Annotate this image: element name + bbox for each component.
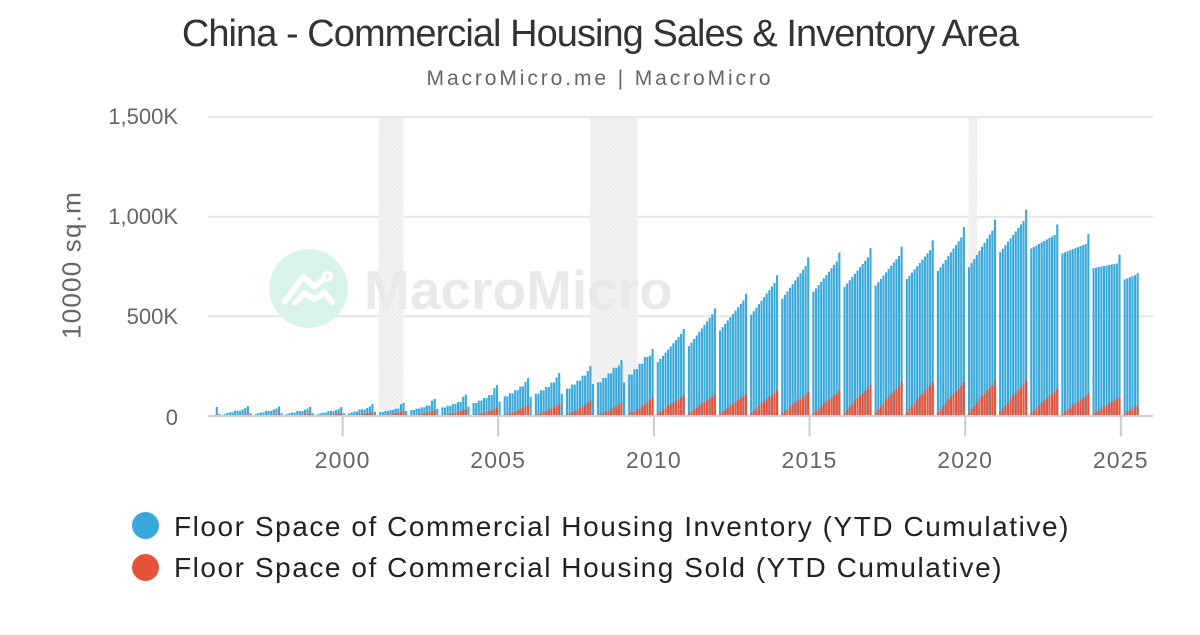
svg-text:MacroMicro: MacroMicro [364,259,673,321]
